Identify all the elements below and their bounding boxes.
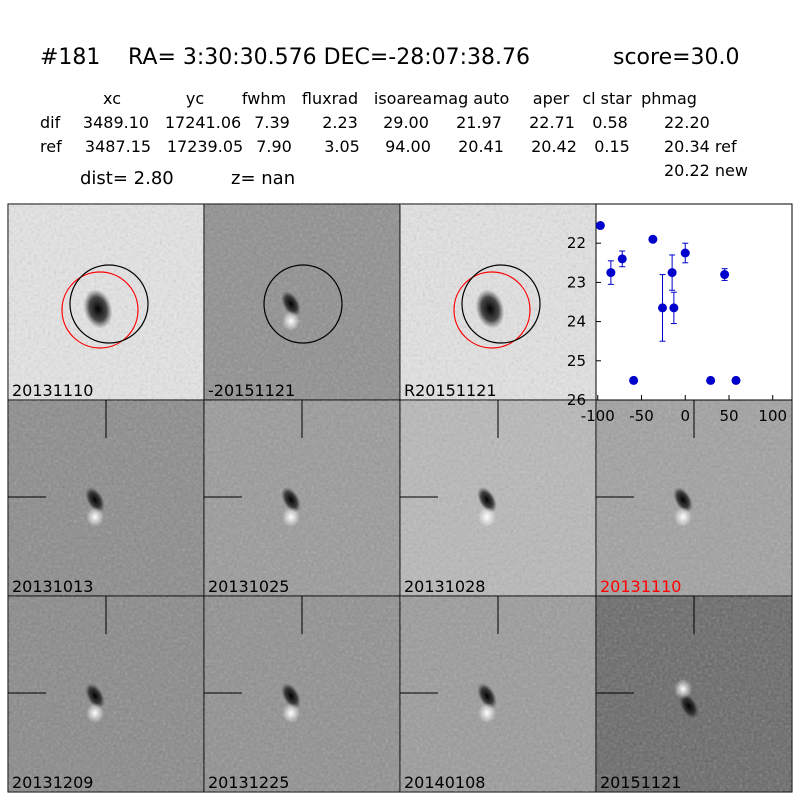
x-tick-label: 0: [680, 407, 690, 425]
data-point: [658, 303, 667, 313]
source-blob-dark: [477, 487, 497, 513]
panel-label: 20131110: [600, 577, 681, 596]
source-blob-dark: [85, 683, 105, 709]
source-blob-light: [282, 703, 300, 723]
column-header: yc: [186, 89, 204, 108]
table-cell: ref: [40, 137, 62, 156]
x-tick-label: -50: [629, 407, 654, 425]
data-point: [617, 254, 627, 264]
source-blob-dark: [281, 487, 301, 513]
source-blob-light: [674, 679, 692, 699]
table-cell: 21.97: [456, 113, 502, 132]
panel-label: 20131225: [208, 773, 289, 792]
panel-label: 20140108: [404, 773, 485, 792]
source-blob-light: [86, 507, 104, 527]
y-tick-label: 24: [567, 313, 586, 331]
column-header: fwhm: [242, 89, 286, 108]
source-blob: [83, 289, 113, 329]
score: score=30.0: [613, 45, 740, 70]
candidate-id: #181: [40, 45, 100, 70]
y-tick-label: 22: [567, 234, 586, 252]
table-cell: 29.00: [383, 113, 429, 132]
column-header: phmag: [641, 89, 697, 108]
panel-label: 20131025: [208, 577, 289, 596]
plot-area: [595, 203, 793, 401]
source-blob-light: [478, 703, 496, 723]
ref-aperture: [453, 271, 531, 349]
y-tick-label: 26: [567, 391, 586, 409]
panel-label: 20131013: [12, 577, 93, 596]
source-blob-dark: [281, 291, 301, 317]
aperture: [69, 264, 149, 344]
x-tick-label: 100: [758, 407, 787, 425]
table-cell: 20.41: [458, 137, 504, 156]
source-blob-light: [674, 507, 692, 527]
aperture: [263, 264, 343, 344]
data-point: [720, 270, 730, 280]
source-blob-dark: [673, 487, 693, 513]
source-blob-dark: [281, 683, 301, 709]
source-blob-light: [478, 507, 496, 527]
data-point: [606, 268, 616, 278]
column-header: aper: [533, 89, 570, 108]
table-cell: 22.20: [664, 113, 710, 132]
table-cell: 7.39: [254, 113, 290, 132]
ref-aperture: [61, 271, 139, 349]
source-blob: [475, 289, 505, 329]
table-cell: 3.05: [324, 137, 360, 156]
data-point: [731, 375, 741, 385]
panel-label: 20131110: [12, 381, 93, 400]
aperture: [461, 264, 541, 344]
table-cell: 94.00: [385, 137, 431, 156]
table-cell: dif: [40, 113, 61, 132]
data-point: [669, 303, 679, 313]
table-cell: 3489.10: [83, 113, 149, 132]
source-blob-dark: [85, 487, 105, 513]
panel-label: 20131028: [404, 577, 485, 596]
column-header: xc: [103, 89, 121, 108]
column-header: isoarea: [374, 89, 432, 108]
table-cell: 20.34 ref: [664, 137, 737, 156]
table-cell: 2.23: [322, 113, 358, 132]
source-blob-dark: [477, 683, 497, 709]
data-point: [680, 248, 690, 258]
data-point: [706, 375, 716, 385]
source-blob-light: [86, 703, 104, 723]
panel-label: R20151121: [404, 381, 497, 400]
table-cell: 7.90: [256, 137, 292, 156]
panel-label: 20131209: [12, 773, 93, 792]
table-cell: 3487.15: [85, 137, 151, 156]
panel-label: 20151121: [600, 773, 681, 792]
x-tick-label: 50: [719, 407, 738, 425]
data-point: [629, 375, 639, 385]
x-tick-label: -100: [581, 407, 615, 425]
phmag-new: 20.22 new: [664, 161, 748, 180]
y-tick-label: 25: [567, 352, 586, 370]
data-point: [648, 234, 658, 244]
table-cell: 20.42: [531, 137, 577, 156]
data-point: [596, 221, 605, 231]
data-point: [667, 268, 677, 278]
image-noise: [204, 204, 400, 400]
dist: dist= 2.80: [80, 168, 174, 189]
table-cell: 0.58: [592, 113, 628, 132]
y-tick-label: 23: [567, 273, 586, 291]
panel-label: -20151121: [208, 381, 295, 400]
z: z= nan: [231, 168, 295, 189]
table-cell: 17239.05: [167, 137, 243, 156]
source-blob-dark: [679, 693, 699, 719]
source-blob-light: [282, 311, 300, 331]
table-cell: 22.71: [529, 113, 575, 132]
source-blob-light: [282, 507, 300, 527]
column-header: fluxrad: [302, 89, 358, 108]
column-header: mag auto: [433, 89, 510, 108]
coordinates: RA= 3:30:30.576 DEC=-28:07:38.76: [128, 45, 530, 70]
table-cell: 17241.06: [165, 113, 241, 132]
column-header: cl star: [582, 89, 632, 108]
table-cell: 0.15: [594, 137, 630, 156]
